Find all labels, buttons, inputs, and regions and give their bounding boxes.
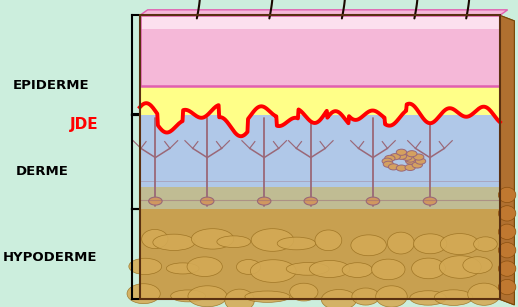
Circle shape: [388, 164, 399, 170]
Ellipse shape: [440, 234, 479, 255]
Ellipse shape: [171, 290, 206, 302]
Ellipse shape: [498, 206, 516, 221]
Ellipse shape: [127, 284, 160, 304]
Text: JDE: JDE: [70, 117, 98, 132]
Polygon shape: [140, 10, 508, 15]
Ellipse shape: [371, 259, 405, 280]
Ellipse shape: [352, 288, 380, 305]
Circle shape: [366, 197, 380, 205]
Ellipse shape: [498, 243, 516, 258]
Circle shape: [423, 197, 437, 205]
Circle shape: [383, 161, 394, 167]
Circle shape: [257, 197, 271, 205]
Polygon shape: [140, 115, 500, 209]
Ellipse shape: [225, 289, 254, 307]
Ellipse shape: [498, 187, 516, 203]
Ellipse shape: [309, 260, 350, 278]
Ellipse shape: [351, 235, 386, 256]
Ellipse shape: [412, 258, 445, 279]
Ellipse shape: [187, 257, 222, 277]
Circle shape: [407, 151, 417, 157]
Ellipse shape: [153, 234, 195, 251]
Ellipse shape: [473, 237, 497, 251]
Ellipse shape: [410, 291, 446, 305]
Ellipse shape: [498, 261, 516, 276]
Circle shape: [405, 164, 415, 170]
Circle shape: [402, 154, 412, 160]
Polygon shape: [140, 15, 500, 86]
Circle shape: [406, 158, 416, 164]
Circle shape: [396, 153, 407, 159]
Polygon shape: [500, 15, 514, 305]
Ellipse shape: [142, 229, 168, 249]
Circle shape: [413, 154, 424, 160]
Ellipse shape: [434, 290, 473, 305]
Ellipse shape: [217, 236, 251, 248]
Ellipse shape: [463, 257, 492, 274]
Ellipse shape: [376, 286, 407, 307]
Text: HYPODERME: HYPODERME: [3, 251, 97, 264]
Circle shape: [405, 156, 415, 162]
Polygon shape: [500, 15, 514, 305]
Ellipse shape: [250, 260, 296, 282]
Polygon shape: [140, 86, 500, 115]
Circle shape: [415, 158, 426, 164]
Circle shape: [385, 155, 395, 161]
Ellipse shape: [191, 229, 234, 249]
Circle shape: [396, 165, 407, 171]
Ellipse shape: [468, 283, 500, 305]
Ellipse shape: [237, 259, 261, 274]
Ellipse shape: [286, 262, 329, 275]
Circle shape: [149, 197, 162, 205]
Ellipse shape: [413, 234, 447, 254]
Ellipse shape: [498, 279, 516, 295]
Ellipse shape: [290, 283, 318, 301]
Ellipse shape: [277, 237, 315, 250]
Circle shape: [200, 197, 214, 205]
Polygon shape: [140, 15, 500, 29]
Ellipse shape: [342, 263, 372, 278]
Ellipse shape: [498, 224, 516, 239]
Ellipse shape: [166, 263, 199, 274]
Ellipse shape: [188, 286, 227, 307]
Circle shape: [382, 158, 393, 164]
Ellipse shape: [439, 256, 481, 278]
Polygon shape: [140, 187, 500, 209]
Ellipse shape: [129, 258, 162, 274]
Circle shape: [304, 197, 318, 205]
Text: DERME: DERME: [16, 165, 68, 178]
Ellipse shape: [245, 291, 290, 302]
Text: EPIDERME: EPIDERME: [13, 80, 90, 92]
Polygon shape: [140, 209, 500, 299]
Circle shape: [412, 162, 423, 168]
Ellipse shape: [251, 229, 294, 251]
Ellipse shape: [315, 230, 342, 251]
Ellipse shape: [387, 232, 414, 254]
Circle shape: [396, 149, 407, 155]
Ellipse shape: [321, 290, 356, 307]
Circle shape: [390, 154, 400, 160]
